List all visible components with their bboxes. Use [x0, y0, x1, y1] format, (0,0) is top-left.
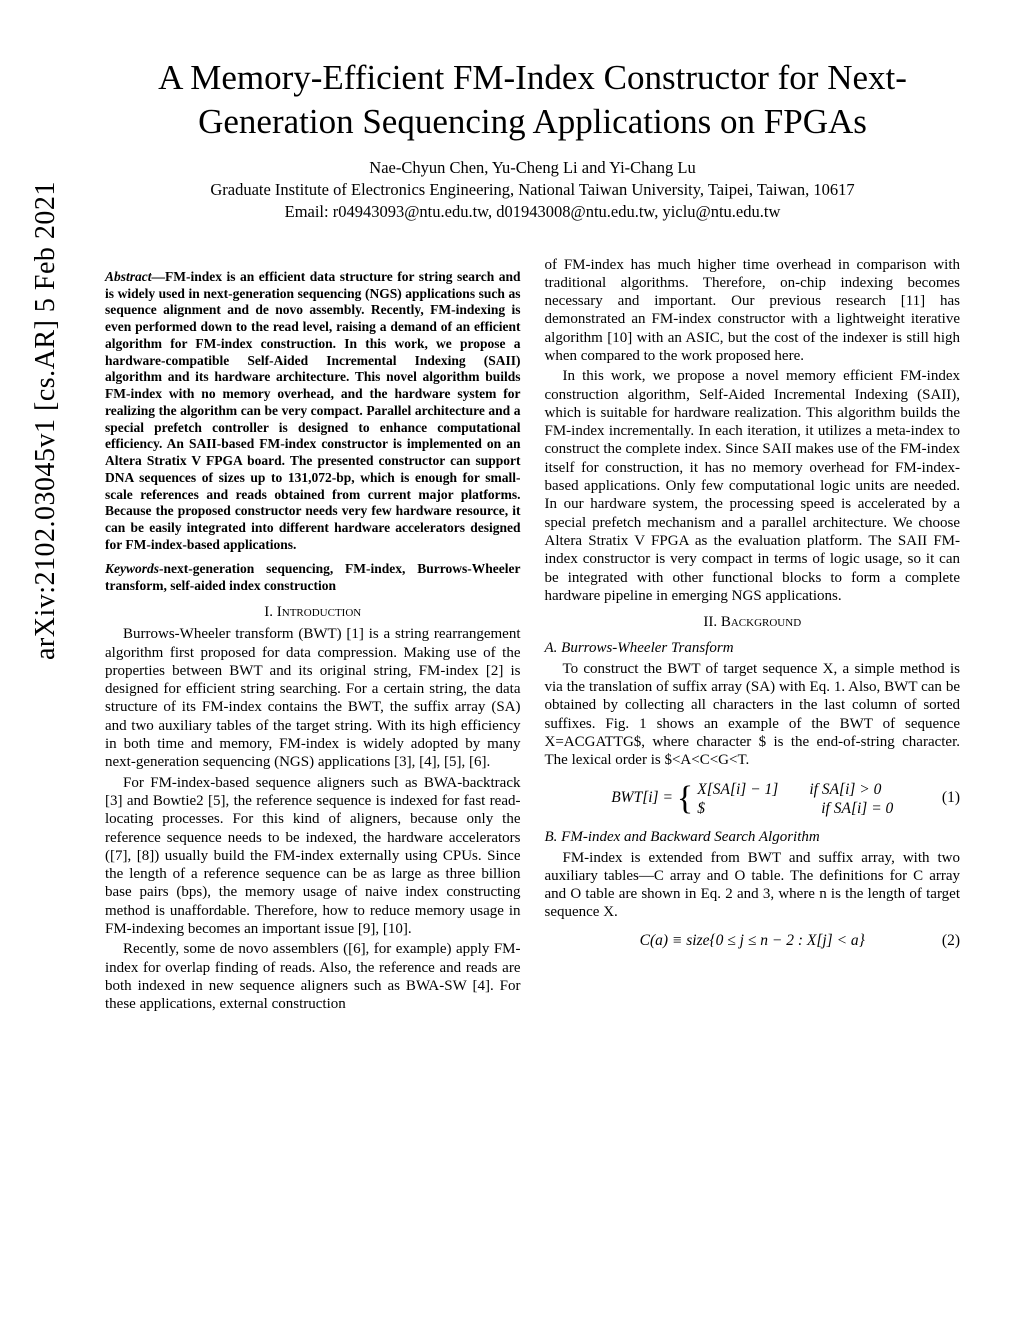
keywords-label: Keywords	[105, 561, 159, 576]
section-1-heading: I. Introduction	[105, 603, 521, 621]
subsection-2b-heading: B. FM-index and Backward Search Algorith…	[545, 828, 961, 846]
paragraph: For FM-index-based sequence aligners suc…	[105, 774, 521, 939]
equation-2: C(a) ≡ size{0 ≤ j ≤ n − 2 : X[j] < a} (2…	[545, 932, 961, 951]
paragraph: To construct the BWT of target sequence …	[545, 660, 961, 770]
paragraph: FM-index is extended from BWT and suffix…	[545, 849, 961, 922]
subsection-2a-heading: A. Burrows-Wheeler Transform	[545, 639, 961, 657]
right-column: of FM-index has much higher time overhea…	[545, 256, 961, 1016]
equation-1: BWT[i] = { X[SA[i] − 1] if SA[i] > 0 $ i…	[545, 780, 961, 819]
left-brace-icon: {	[677, 785, 693, 812]
paragraph: Burrows-Wheeler transform (BWT) [1] is a…	[105, 625, 521, 771]
abstract-label: Abstract	[105, 269, 152, 284]
affiliation: Graduate Institute of Electronics Engine…	[105, 180, 960, 200]
paper-title: A Memory-Efficient FM-Index Constructor …	[105, 56, 960, 144]
section-2-heading: II. Background	[545, 613, 961, 631]
authors: Nae-Chyun Chen, Yu-Cheng Li and Yi-Chang…	[105, 158, 960, 178]
eq1-case-2: $ if SA[i] = 0	[697, 799, 893, 818]
two-column-body: Abstract—FM-index is an efficient data s…	[105, 256, 960, 1016]
abstract: Abstract—FM-index is an efficient data s…	[105, 269, 521, 553]
equation-number: (2)	[942, 932, 960, 951]
paragraph: of FM-index has much higher time overhea…	[545, 256, 961, 366]
left-column: Abstract—FM-index is an efficient data s…	[105, 256, 521, 1016]
paragraph: In this work, we propose a novel memory …	[545, 367, 961, 605]
keywords: Keywords-next-generation sequencing, FM-…	[105, 561, 521, 594]
keywords-text: -next-generation sequencing, FM-index, B…	[105, 561, 521, 593]
abstract-text: —FM-index is an efficient data structure…	[105, 269, 521, 552]
paragraph: Recently, some de novo assemblers ([6], …	[105, 940, 521, 1013]
eq1-cases: X[SA[i] − 1] if SA[i] > 0 $ if SA[i] = 0	[697, 780, 893, 819]
eq1-case-1: X[SA[i] − 1] if SA[i] > 0	[697, 780, 893, 799]
equation-number: (1)	[942, 789, 960, 808]
email-line: Email: r04943093@ntu.edu.tw, d01943008@n…	[105, 202, 960, 222]
arxiv-label: arXiv:2102.03045v1 [cs.AR] 5 Feb 2021	[30, 181, 62, 660]
page: arXiv:2102.03045v1 [cs.AR] 5 Feb 2021 A …	[0, 0, 1020, 1320]
eq2-body: C(a) ≡ size{0 ≤ j ≤ n − 2 : X[j] < a}	[640, 932, 865, 951]
eq1-lhs: BWT[i] =	[611, 789, 673, 808]
